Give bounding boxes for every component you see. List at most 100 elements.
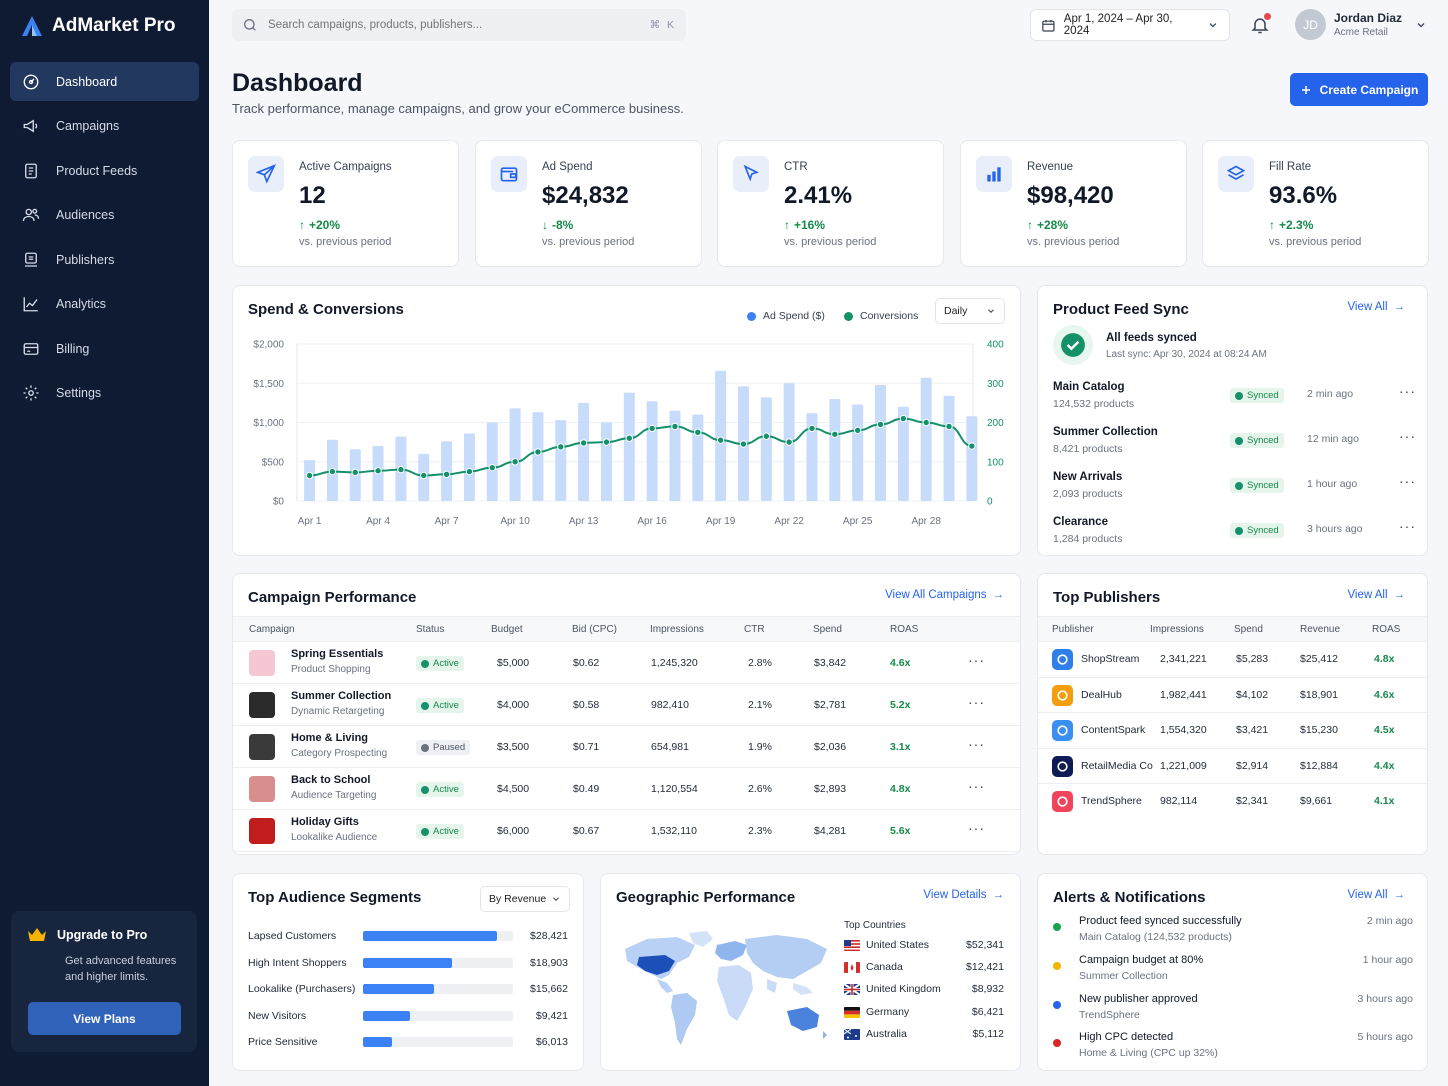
- column-header[interactable]: Spend: [813, 624, 842, 635]
- spend-bar[interactable]: [920, 377, 932, 501]
- spend-bar[interactable]: [578, 402, 590, 501]
- spend-bar[interactable]: [943, 395, 955, 501]
- feed-row[interactable]: Clearance 1,284 products Synced 3 hours …: [1053, 516, 1415, 560]
- column-header[interactable]: Status: [416, 624, 445, 635]
- view-details-link[interactable]: View Details →: [923, 889, 1004, 901]
- publisher-name[interactable]: TrendSphere: [1081, 795, 1142, 807]
- conversions-point[interactable]: [397, 465, 405, 474]
- conversions-point[interactable]: [305, 471, 314, 480]
- conversions-point[interactable]: [945, 422, 953, 431]
- spend-bar[interactable]: [509, 408, 521, 501]
- segment-row[interactable]: Lapsed Customers $28,421: [248, 927, 568, 947]
- sidebar-item-campaigns[interactable]: Campaigns: [10, 107, 199, 146]
- view-all-campaigns-link[interactable]: View All Campaigns →: [885, 589, 1004, 601]
- campaign-name[interactable]: Home & Living: [291, 732, 369, 744]
- conversions-point[interactable]: [465, 467, 474, 476]
- publisher-name[interactable]: ShopStream: [1081, 653, 1140, 665]
- column-header[interactable]: Budget: [491, 624, 523, 635]
- country-row[interactable]: United Kingdom $8,932: [844, 982, 1004, 1000]
- more-icon[interactable]: ···: [968, 820, 985, 836]
- conversions-point[interactable]: [739, 440, 748, 448]
- publisher-name[interactable]: DealHub: [1081, 688, 1122, 701]
- conversions-point[interactable]: [876, 420, 885, 429]
- segment-row[interactable]: Price Sensitive $6,013: [248, 1033, 568, 1053]
- alert-item[interactable]: Campaign budget at 80% Summer Collection 1…: [1053, 954, 1413, 988]
- alert-item[interactable]: New publisher approved TrendSphere 3 hours…: [1053, 993, 1413, 1027]
- spend-bar[interactable]: [600, 422, 612, 502]
- segment-row[interactable]: New Visitors $9,421: [248, 1007, 568, 1027]
- segment-row[interactable]: Lookalike (Purchasers) $15,662: [248, 980, 568, 1000]
- spend-bar[interactable]: [806, 413, 818, 501]
- table-row[interactable]: Summer Collection Dynamic Retargeting Acti…: [233, 684, 1020, 726]
- conversions-point[interactable]: [557, 443, 565, 451]
- brand[interactable]: AdMarket Pro: [20, 14, 176, 38]
- conversions-point[interactable]: [442, 470, 451, 479]
- feed-view-all-link[interactable]: View All →: [1347, 301, 1405, 313]
- conversions-point[interactable]: [785, 438, 793, 446]
- publishers-view-all-link[interactable]: View All →: [1347, 589, 1405, 601]
- date-range-picker[interactable]: Apr 1, 2024 – Apr 30, 2024: [1030, 9, 1230, 41]
- column-header[interactable]: CTR: [744, 624, 765, 635]
- feed-row[interactable]: New Arrivals 2,093 products Synced 1 hou…: [1053, 471, 1415, 515]
- bell-icon[interactable]: [1250, 15, 1270, 35]
- conversions-point[interactable]: [602, 438, 611, 446]
- column-header[interactable]: Impressions: [650, 624, 704, 635]
- table-row[interactable]: Spring Essentials Product Shopping Active $…: [233, 642, 1020, 684]
- campaign-name[interactable]: Summer Collection: [291, 690, 392, 702]
- conversions-point[interactable]: [831, 430, 839, 438]
- column-header[interactable]: Publisher: [1052, 624, 1094, 635]
- more-icon[interactable]: ···: [968, 652, 985, 668]
- column-header[interactable]: Spend: [1234, 624, 1263, 635]
- column-header[interactable]: ROAS: [890, 624, 919, 635]
- segments-sort-select[interactable]: By Revenue: [480, 886, 570, 912]
- spend-bar[interactable]: [852, 404, 864, 501]
- legend-item-conversions[interactable]: Conversions: [844, 310, 918, 322]
- conversions-point[interactable]: [579, 439, 588, 447]
- country-row[interactable]: United States $52,341: [844, 938, 1004, 956]
- table-row[interactable]: Back to School Audience Targeting Active $4…: [233, 768, 1020, 810]
- period-select[interactable]: Daily: [935, 298, 1005, 324]
- conversions-point[interactable]: [853, 426, 862, 435]
- create-campaign-button[interactable]: Create Campaign: [1290, 73, 1428, 106]
- column-header[interactable]: Campaign: [249, 624, 295, 635]
- country-row[interactable]: Canada $12,421: [844, 960, 1004, 978]
- avatar[interactable]: JD: [1295, 9, 1326, 40]
- more-icon[interactable]: ···: [1399, 428, 1416, 444]
- conversions-point[interactable]: [762, 432, 771, 440]
- sidebar-item-billing[interactable]: Billing: [10, 329, 199, 368]
- spend-bar[interactable]: [304, 460, 316, 501]
- conversions-point[interactable]: [968, 442, 976, 450]
- table-row[interactable]: RetailMedia Co 1,221,009 $2,914 $12,884 4.4x: [1038, 749, 1427, 784]
- more-icon[interactable]: ···: [968, 736, 985, 752]
- country-row[interactable]: Australia $5,112: [844, 1027, 1004, 1045]
- sidebar-item-publishers[interactable]: Publishers: [10, 240, 199, 279]
- campaign-name[interactable]: Back to School: [291, 774, 371, 786]
- conversions-point[interactable]: [511, 458, 519, 466]
- spend-bar[interactable]: [715, 370, 727, 501]
- feed-row[interactable]: Main Catalog 124,532 products Synced 2 m…: [1053, 381, 1416, 425]
- sidebar-item-product-feeds[interactable]: Product Feeds: [10, 151, 199, 190]
- spend-bar[interactable]: [646, 401, 658, 501]
- column-header[interactable]: ROAS: [1372, 624, 1401, 635]
- spend-bar[interactable]: [829, 398, 841, 501]
- alerts-view-all-link[interactable]: View All →: [1347, 889, 1405, 901]
- spend-bar[interactable]: [669, 410, 681, 501]
- more-icon[interactable]: ···: [1399, 383, 1416, 399]
- conversions-point[interactable]: [648, 424, 656, 433]
- conversions-point[interactable]: [899, 414, 908, 423]
- more-icon[interactable]: ···: [968, 778, 985, 794]
- publisher-name[interactable]: ContentSpark: [1081, 724, 1146, 736]
- search-input[interactable]: [268, 19, 640, 31]
- conversions-point[interactable]: [534, 448, 542, 456]
- spend-bar[interactable]: [486, 422, 498, 502]
- more-icon[interactable]: ···: [968, 694, 985, 710]
- spend-bar[interactable]: [623, 392, 635, 501]
- sidebar-item-settings[interactable]: Settings: [10, 374, 199, 413]
- view-plans-button[interactable]: View Plans: [28, 1002, 181, 1035]
- sidebar-item-dashboard[interactable]: Dashboard: [10, 62, 199, 101]
- conversions-point[interactable]: [808, 424, 816, 433]
- conversions-point[interactable]: [694, 428, 702, 437]
- conversions-point[interactable]: [374, 467, 382, 475]
- sidebar-item-analytics[interactable]: Analytics: [10, 285, 199, 324]
- conversions-point[interactable]: [488, 463, 496, 472]
